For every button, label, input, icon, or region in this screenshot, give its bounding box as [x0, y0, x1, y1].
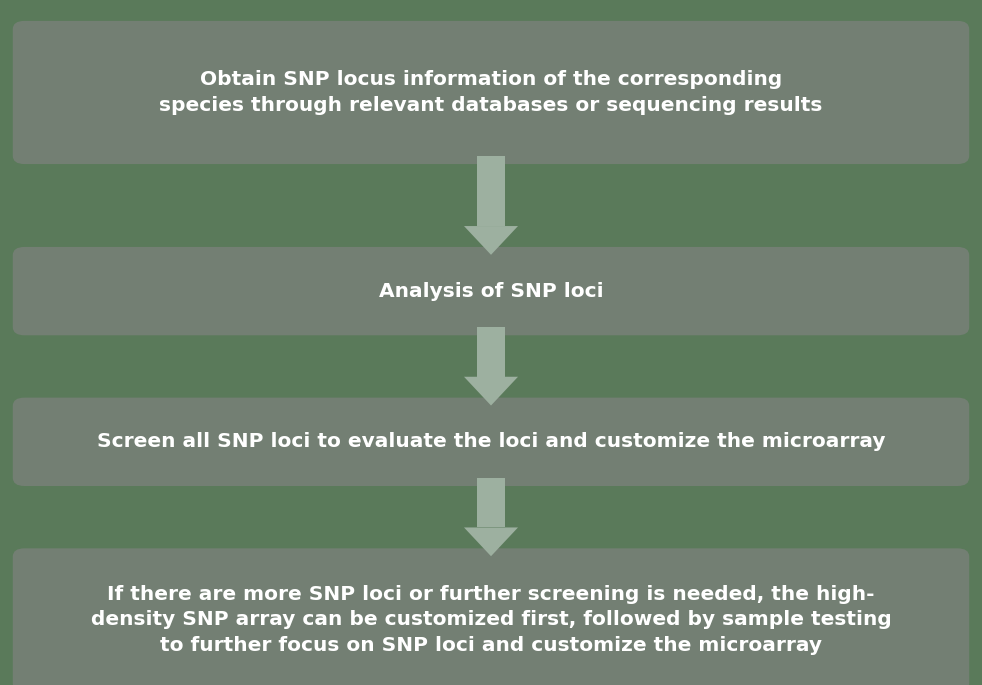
- Text: Analysis of SNP loci: Analysis of SNP loci: [379, 282, 603, 301]
- FancyBboxPatch shape: [13, 548, 969, 685]
- FancyBboxPatch shape: [13, 247, 969, 336]
- Polygon shape: [464, 377, 518, 406]
- Polygon shape: [477, 156, 505, 226]
- Polygon shape: [477, 327, 505, 377]
- FancyBboxPatch shape: [13, 397, 969, 486]
- Polygon shape: [477, 478, 505, 527]
- Polygon shape: [464, 226, 518, 255]
- FancyBboxPatch shape: [13, 21, 969, 164]
- Text: If there are more SNP loci or further screening is needed, the high-
density SNP: If there are more SNP loci or further sc…: [90, 585, 892, 655]
- Text: Screen all SNP loci to evaluate the loci and customize the microarray: Screen all SNP loci to evaluate the loci…: [97, 432, 885, 451]
- Polygon shape: [464, 527, 518, 556]
- Text: Obtain SNP locus information of the corresponding
species through relevant datab: Obtain SNP locus information of the corr…: [159, 70, 823, 115]
